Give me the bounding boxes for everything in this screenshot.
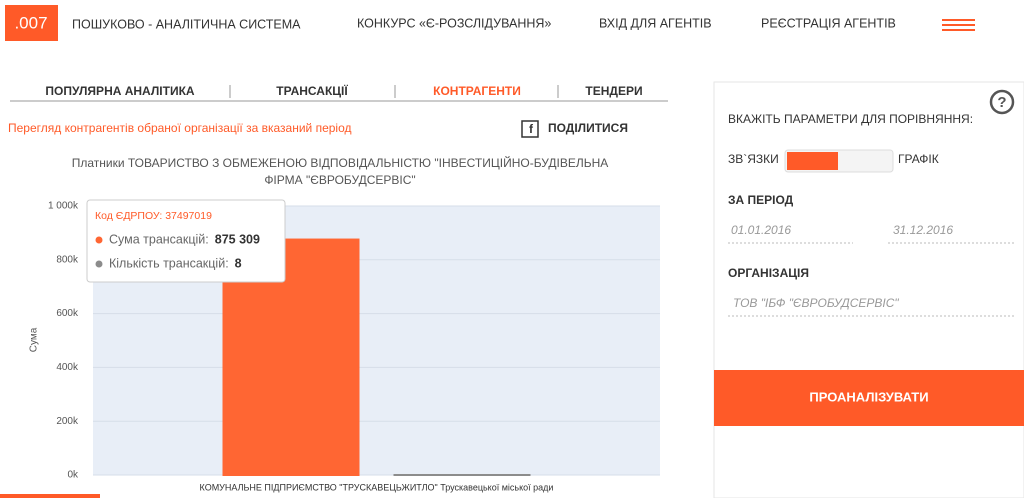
org-input[interactable]: ТОВ "ІБФ "ЄВРОБУДСЕРВІС": [733, 296, 899, 310]
prompt: ВКАЖІТЬ ПАРАМЕТРИ ДЛЯ ПОРІВНЯННЯ:: [728, 112, 973, 126]
tooltip-value: 8: [235, 256, 242, 270]
date-from[interactable]: 01.01.2016: [731, 223, 791, 237]
period-label: ЗА ПЕРІОД: [728, 193, 794, 207]
analyze-label[interactable]: ПРОАНАЛІЗУВАТИ: [809, 389, 928, 404]
tooltip-dot: [96, 261, 103, 268]
tooltip-dot: [96, 237, 103, 244]
toggle-knob[interactable]: [787, 152, 838, 170]
y-tick-label: 600k: [56, 308, 79, 319]
tab[interactable]: ТЕНДЕРИ: [585, 84, 642, 98]
x-tick-label: КОМУНАЛЬНЕ ПІДПРИЄМСТВО "ТРУСКАВЕЦЬЖИТЛО…: [200, 482, 554, 492]
nav-link[interactable]: КОНКУРС «Є-РОЗСЛІДУВАННЯ»: [357, 16, 551, 30]
y-tick-label: 800k: [56, 254, 79, 265]
share[interactable]: ПОДІЛИТИСЯ: [548, 121, 628, 135]
tab[interactable]: ТРАНСАКЦІЇ: [276, 83, 348, 98]
tooltip-header: Код ЄДРПОУ: 37497019: [95, 210, 212, 222]
tooltip-label: Сума трансакцій:: [109, 232, 209, 246]
panel: [714, 82, 1024, 498]
y-tick-label: 0k: [67, 470, 79, 481]
chart-title: Платники ТОВАРИСТВО З ОБМЕЖЕНОЮ ВІДПОВІД…: [72, 155, 609, 187]
tab[interactable]: ПОПУЛЯРНА АНАЛІТИКА: [45, 84, 194, 98]
y-tick-label: 1 000k: [48, 201, 79, 212]
nav-link[interactable]: ВХІД ДЛЯ АГЕНТІВ: [599, 16, 712, 30]
y-tick-label: 400k: [56, 362, 79, 373]
tab[interactable]: КОНТРАГЕНТИ: [433, 84, 521, 98]
system-name[interactable]: ПОШУКОВО - АНАЛІТИЧНА СИСТЕМА: [72, 17, 301, 31]
toggle-right: ГРАФІК: [898, 152, 939, 166]
bottom-accent: [0, 494, 100, 498]
svg-text:f: f: [529, 122, 534, 136]
date-to[interactable]: 31.12.2016: [893, 223, 953, 237]
tooltip-value: 875 309: [215, 232, 260, 246]
menu-icon[interactable]: [942, 20, 975, 30]
toggle-left: ЗВ`ЯЗКИ: [728, 152, 779, 166]
y-tick-label: 200k: [56, 416, 79, 427]
intro: Перегляд контрагентів обраної організаці…: [8, 121, 352, 135]
logo[interactable]: .007: [14, 13, 47, 32]
nav-link[interactable]: РЕЄСТРАЦІЯ АГЕНТІВ: [761, 16, 896, 30]
y-axis-title: Сума: [29, 327, 40, 352]
tooltip-label: Кількість трансакцій:: [109, 256, 229, 270]
help[interactable]: ?: [997, 94, 1006, 111]
org-label: ОРГАНІЗАЦІЯ: [728, 266, 809, 280]
